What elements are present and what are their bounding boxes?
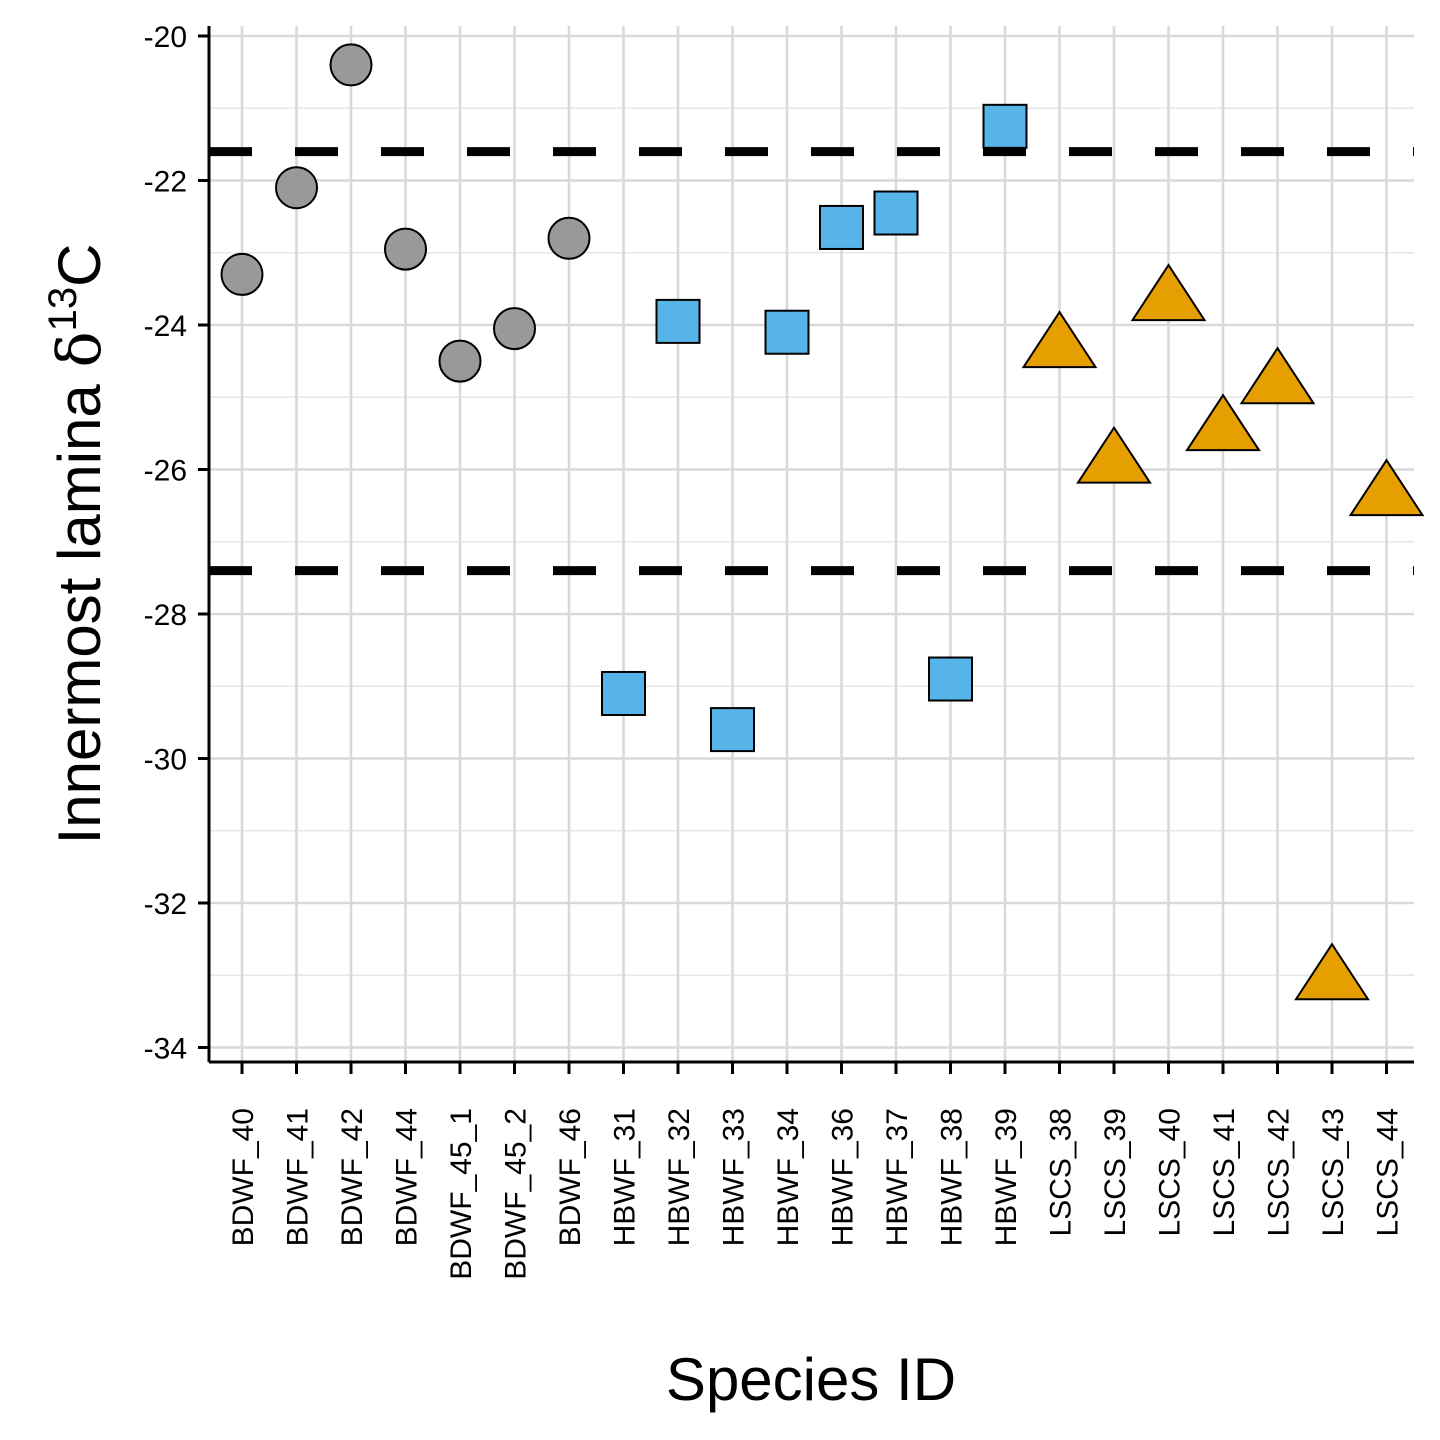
point-BDWF_45_1 [438,339,482,383]
point-LSCS_44 [1348,458,1425,517]
x-tick-label: BDWF_46 [554,1108,587,1246]
point-HBWF_36 [819,204,864,250]
point-BDWF_46 [547,216,591,260]
point-BDWF_42 [329,43,373,87]
x-tick-label: LSCS_44 [1372,1108,1405,1236]
axes [207,26,1414,1064]
x-tick-label: LSCS_40 [1154,1108,1187,1236]
y-tick-label: -26 [144,455,187,488]
point-BDWF_44 [384,227,427,271]
point-LSCS_38 [1021,310,1098,369]
x-tick-label: LSCS_42 [1263,1108,1296,1236]
x-tick-label: BDWF_44 [391,1108,424,1246]
y-tick-label: -30 [144,744,187,777]
x-tick-label: LSCS_39 [1099,1108,1132,1236]
y-tick-label: -22 [144,166,187,199]
point-BDWF_45_2 [493,307,536,351]
x-tick-label: LSCS_43 [1317,1108,1350,1236]
point-HBWF_32 [655,298,701,344]
reference-lines [209,147,1414,576]
x-axis-ticks: BDWF_40 BDWF_41 BDWF_42 BDWF_44 BDWF_45_1 BDW… [227,1062,1405,1280]
point-HBWF_38 [928,656,973,702]
point-LSCS_39 [1076,425,1152,484]
y-tick-label: -20 [144,21,187,54]
x-tick-label: LSCS_41 [1208,1108,1241,1236]
y-tick-label: -24 [144,310,187,343]
x-tick-label: HBWF_32 [663,1108,696,1246]
y-axis-title-base: Innermost lamina [46,368,113,845]
x-tick-label: BDWF_45_2 [500,1108,533,1280]
point-LSCS_41 [1185,393,1261,452]
y-tick-label: -32 [144,888,187,921]
y-axis-title-tail: C [46,244,113,287]
x-tick-label: HBWF_37 [881,1108,914,1246]
point-LSCS_42 [1239,346,1316,405]
point-LSCS_40 [1130,263,1207,322]
x-tick-label: BDWF_42 [336,1108,369,1246]
major-gridlines [209,26,1414,1062]
y-tick-label: -28 [144,599,187,632]
x-tick-label: BDWF_40 [227,1108,260,1246]
x-tick-label: HBWF_33 [718,1108,751,1246]
point-HBWF_37 [873,190,919,236]
point-HBWF_39 [982,103,1028,149]
x-tick-label: BDWF_45_1 [445,1108,478,1280]
x-tick-label: HBWF_34 [772,1108,805,1246]
x-tick-label: LSCS_38 [1045,1108,1078,1236]
y-axis-title-superscript: 13 [41,287,85,332]
y-tick-label: -34 [144,1033,187,1066]
x-tick-label: HBWF_36 [827,1108,860,1246]
y-axis-title: Innermost lamina δ13C [41,244,115,845]
y-axis-ticks: -20 -22 -24 -26 -28 -30 -32 -34 [144,21,209,1066]
y-axis-title-delta: δ [45,331,115,367]
x-tick-label: HBWF_31 [609,1108,642,1246]
x-tick-label: BDWF_41 [282,1108,315,1246]
x-axis-title: Species ID [666,1346,956,1413]
point-HBWF_33 [710,707,755,753]
point-HBWF_34 [764,309,810,355]
point-BDWF_40 [220,252,264,296]
data-markers [220,43,1425,1001]
point-LSCS_43 [1294,942,1370,1001]
x-tick-label: HBWF_38 [936,1108,969,1246]
x-tick-label: HBWF_39 [990,1108,1023,1246]
point-BDWF_41 [275,166,318,210]
point-HBWF_31 [601,670,646,716]
